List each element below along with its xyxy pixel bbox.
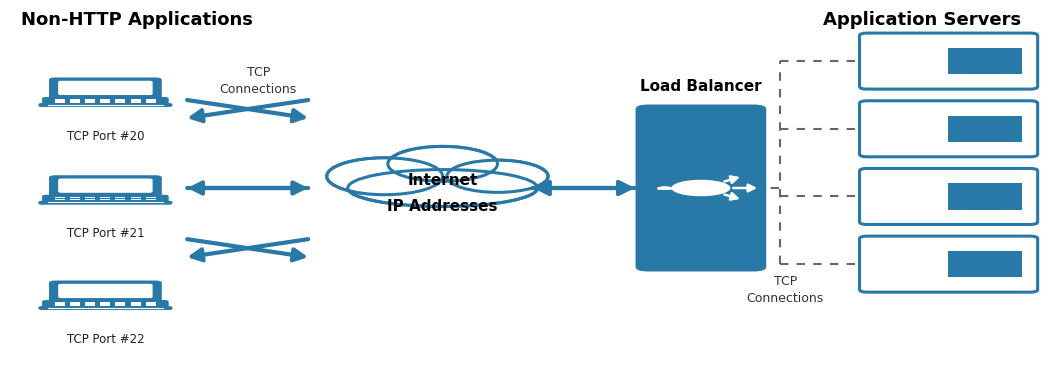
Ellipse shape bbox=[327, 158, 443, 195]
Bar bbox=[56, 300, 156, 302]
Ellipse shape bbox=[671, 180, 730, 196]
Bar bbox=[145, 101, 156, 103]
FancyBboxPatch shape bbox=[58, 179, 153, 193]
Bar bbox=[70, 304, 80, 306]
Bar bbox=[145, 199, 156, 200]
Bar bbox=[55, 101, 64, 103]
Bar bbox=[70, 302, 80, 304]
Bar bbox=[131, 99, 140, 101]
Ellipse shape bbox=[388, 146, 497, 181]
Bar bbox=[56, 195, 156, 196]
Bar bbox=[100, 199, 111, 200]
FancyBboxPatch shape bbox=[860, 168, 1037, 224]
Bar bbox=[100, 197, 111, 199]
FancyBboxPatch shape bbox=[42, 195, 169, 203]
Text: TCP
Connections: TCP Connections bbox=[746, 275, 824, 305]
Bar bbox=[115, 304, 125, 306]
Bar bbox=[131, 199, 140, 200]
Ellipse shape bbox=[348, 170, 538, 206]
Bar bbox=[56, 97, 156, 99]
Bar bbox=[70, 99, 80, 101]
Bar bbox=[949, 251, 1022, 277]
Bar bbox=[131, 302, 140, 304]
Bar bbox=[85, 199, 95, 200]
Ellipse shape bbox=[331, 159, 438, 193]
Bar bbox=[145, 304, 156, 306]
FancyBboxPatch shape bbox=[636, 105, 766, 271]
FancyBboxPatch shape bbox=[86, 102, 124, 105]
Text: Load Balancer: Load Balancer bbox=[640, 79, 762, 94]
Text: Internet: Internet bbox=[408, 173, 477, 188]
Bar bbox=[55, 197, 64, 199]
Bar bbox=[100, 302, 111, 304]
Text: TCP Port #21: TCP Port #21 bbox=[66, 227, 144, 241]
Bar bbox=[55, 99, 64, 101]
FancyBboxPatch shape bbox=[38, 306, 173, 310]
Bar bbox=[55, 304, 64, 306]
Bar bbox=[115, 199, 125, 200]
Bar bbox=[115, 99, 125, 101]
Bar bbox=[949, 115, 1022, 142]
Text: TCP Port #20: TCP Port #20 bbox=[66, 130, 144, 143]
FancyBboxPatch shape bbox=[86, 305, 124, 308]
Text: TCP Port #22: TCP Port #22 bbox=[66, 333, 144, 346]
Bar bbox=[70, 197, 80, 199]
Bar bbox=[100, 99, 111, 101]
Bar bbox=[131, 101, 140, 103]
Bar bbox=[70, 101, 80, 103]
Bar bbox=[145, 302, 156, 304]
Bar bbox=[100, 304, 111, 306]
FancyBboxPatch shape bbox=[50, 77, 162, 99]
FancyBboxPatch shape bbox=[50, 280, 162, 302]
FancyBboxPatch shape bbox=[42, 300, 169, 308]
Bar bbox=[85, 302, 95, 304]
Bar bbox=[145, 99, 156, 101]
Ellipse shape bbox=[355, 171, 530, 205]
Bar bbox=[85, 99, 95, 101]
Bar bbox=[85, 304, 95, 306]
Bar bbox=[100, 101, 111, 103]
Bar bbox=[145, 197, 156, 199]
FancyBboxPatch shape bbox=[860, 101, 1037, 157]
FancyBboxPatch shape bbox=[58, 284, 153, 298]
Text: Non-HTTP Applications: Non-HTTP Applications bbox=[21, 11, 253, 29]
Bar bbox=[949, 183, 1022, 210]
FancyBboxPatch shape bbox=[860, 33, 1037, 89]
Ellipse shape bbox=[447, 160, 548, 193]
Ellipse shape bbox=[392, 148, 493, 180]
Bar bbox=[55, 199, 64, 200]
FancyBboxPatch shape bbox=[42, 97, 169, 105]
Bar bbox=[55, 302, 64, 304]
Bar bbox=[115, 101, 125, 103]
Ellipse shape bbox=[659, 186, 671, 190]
FancyBboxPatch shape bbox=[860, 236, 1037, 292]
FancyBboxPatch shape bbox=[38, 201, 173, 205]
FancyBboxPatch shape bbox=[58, 81, 153, 95]
Bar bbox=[949, 48, 1022, 74]
FancyBboxPatch shape bbox=[50, 175, 162, 197]
Bar bbox=[131, 304, 140, 306]
Text: Application Servers: Application Servers bbox=[823, 11, 1021, 29]
Bar bbox=[85, 197, 95, 199]
Bar bbox=[115, 197, 125, 199]
FancyBboxPatch shape bbox=[86, 200, 124, 203]
Text: IP Addresses: IP Addresses bbox=[388, 199, 497, 214]
Bar bbox=[70, 199, 80, 200]
Ellipse shape bbox=[451, 161, 544, 191]
FancyBboxPatch shape bbox=[38, 103, 173, 107]
Bar bbox=[115, 302, 125, 304]
Bar bbox=[131, 197, 140, 199]
Text: TCP
Connections: TCP Connections bbox=[219, 66, 297, 96]
Bar bbox=[85, 101, 95, 103]
